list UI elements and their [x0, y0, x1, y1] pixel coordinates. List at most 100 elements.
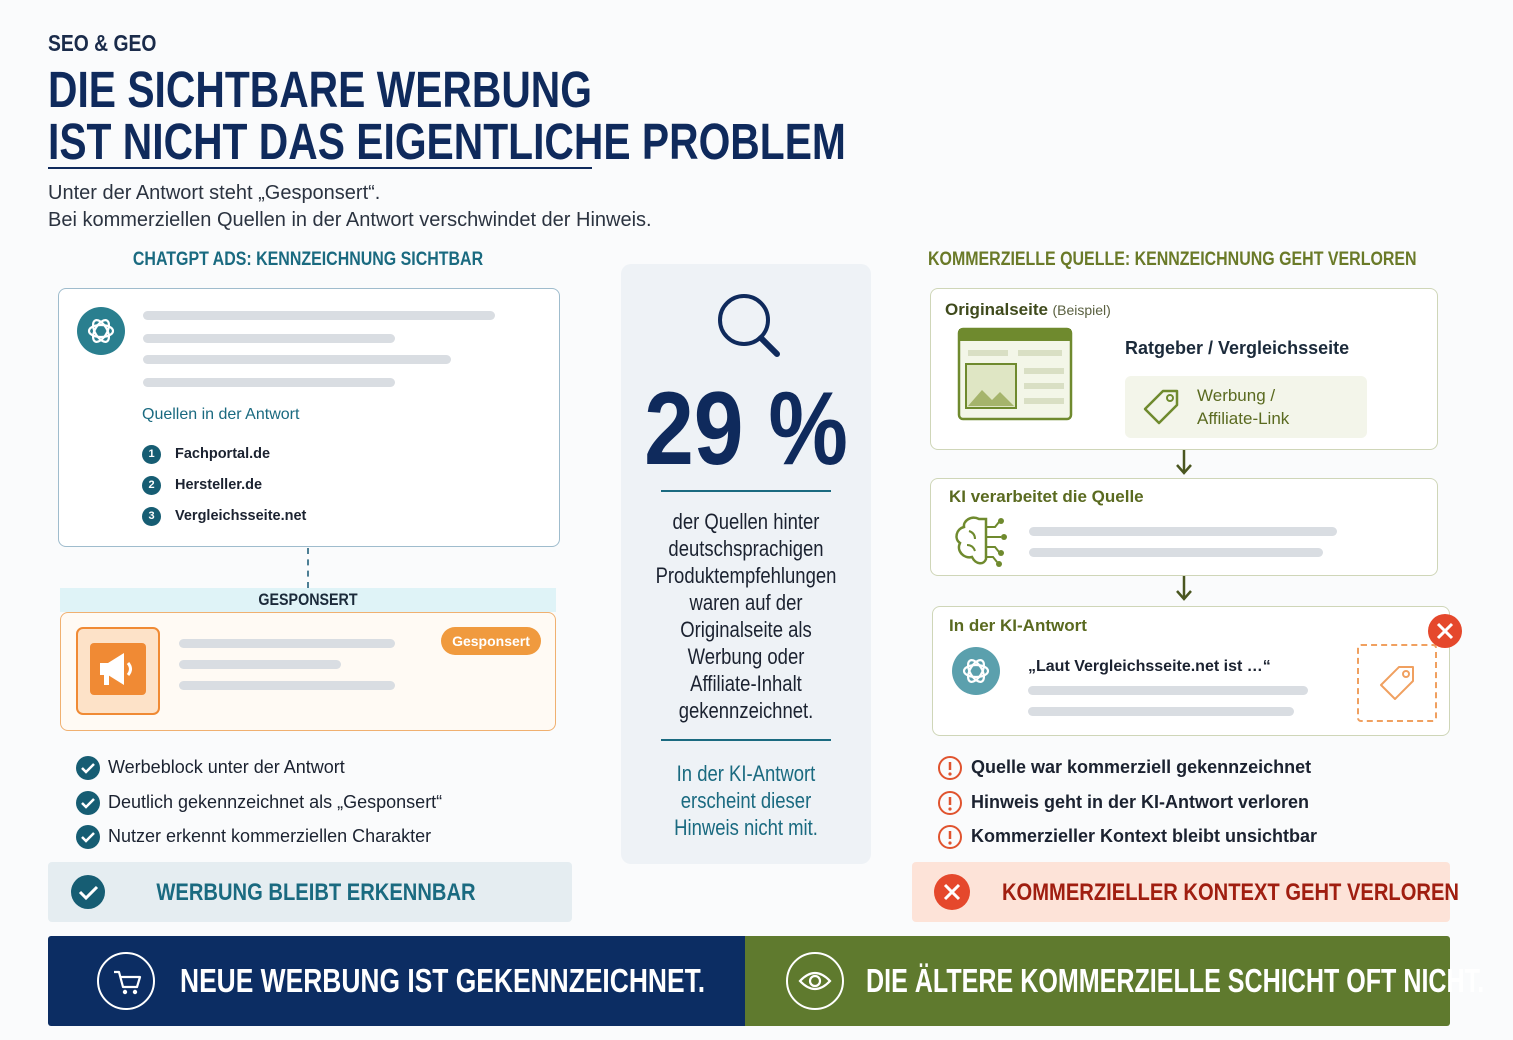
arrow: [1176, 576, 1192, 601]
chatgpt-logo: [952, 647, 1000, 695]
sponsored-strip: [60, 588, 556, 612]
tag-line: Werbung /: [1197, 386, 1276, 405]
original-card: Originalseite (Beispiel) Ratgeber / Verg…: [930, 288, 1438, 450]
check-text: Nutzer erkennt kommerziellen Charakter: [108, 826, 432, 846]
source-number: 3: [142, 506, 161, 526]
right-heading: KOMMERZIELLE QUELLE: KENNZEICHNUNG GEHT …: [928, 249, 1510, 271]
stat-description: der Quellen hinter deutschsprachigen Pro…: [621, 508, 871, 724]
stat-value: 29 %: [644, 371, 848, 487]
tag-line: Affiliate-Link: [1197, 409, 1290, 428]
warning-item: Quelle war kommerziell gekennzeichnet: [938, 750, 1317, 785]
left-result-text: WERBUNG BLEIBT ERKENNBAR: [156, 879, 476, 906]
answer-title: In der KI-Antwort: [949, 616, 1087, 635]
title-underline: [48, 167, 592, 169]
check-icon: [76, 790, 100, 815]
footer-right: DIE ÄLTERE KOMMERZIELLE SCHICHT OFT NICH…: [745, 936, 1484, 1026]
source-item: 2 Hersteller.de: [142, 470, 306, 501]
original-title-text: Originalseite: [945, 300, 1048, 319]
tag-icon: [1380, 666, 1414, 700]
title: DIE SICHTBARE WERBUNG IST NICHT DAS EIGE…: [48, 64, 1045, 168]
stat-panel: 29 % der Quellen hinter deutschsprachige…: [621, 264, 871, 864]
error-icon: [934, 874, 970, 910]
description-line: deutschsprachigen: [668, 536, 824, 561]
source-list: 1 Fachportal.de 2 Hersteller.de 3 Vergleich…: [142, 439, 306, 532]
kicker-text: SEO & GEO: [48, 30, 157, 56]
error-icon: [1428, 614, 1462, 648]
check-text: Deutlich gekennzeichnet als „Gesponsert“: [108, 791, 443, 812]
source-number: 1: [142, 444, 161, 464]
divider: [661, 739, 831, 741]
ad-card: Gesponsert: [60, 612, 556, 731]
check-item: Werbeblock unter der Antwort: [76, 750, 442, 785]
subtitle: Unter der Antwort steht „Gesponsert“. Be…: [48, 180, 652, 234]
source-item: 3 Vergleichsseite.net: [142, 501, 306, 532]
warning-icon: [938, 756, 962, 781]
footer-left-text: NEUE WERBUNG IST GEKENNZEICHNET.: [180, 962, 706, 999]
right-result: KOMMERZIELLER KONTEXT GEHT VERLOREN: [912, 862, 1459, 922]
megaphone-icon: [76, 627, 160, 715]
left-heading-text: CHATGPT ADS: KENNZEICHNUNG SICHTBAR: [132, 249, 484, 270]
tag-box: Werbung / Affiliate-Link: [1125, 376, 1367, 438]
left-result: WERBUNG BLEIBT ERKENNBAR: [48, 862, 572, 922]
check-item: Nutzer erkennt kommerziellen Charakter: [76, 819, 442, 854]
note-line: In der KI-Antwort: [676, 761, 816, 786]
check-icon: [71, 875, 105, 909]
source-name: Vergleichsseite.net: [175, 508, 307, 524]
description-line: Affiliate-Inhalt: [690, 671, 802, 696]
source-number: 2: [142, 475, 161, 495]
subtitle-line: Unter der Antwort steht „Gesponsert“.: [48, 182, 381, 204]
sources-label: Quellen in der Antwort: [142, 406, 300, 423]
sponsored-label-text: GESPONSERT: [258, 590, 358, 609]
title-line: DIE SICHTBARE WERBUNG: [48, 61, 593, 118]
check-icon: [76, 756, 100, 781]
warning-text: Hinweis geht in der KI-Antwort verloren: [971, 791, 1310, 812]
description-line: der Quellen hinter: [672, 509, 820, 534]
note-line: erscheint dieser: [680, 788, 812, 813]
processing-title: KI verarbeitet die Quelle: [949, 487, 1144, 506]
description-line: Werbung oder: [687, 644, 805, 669]
divider: [661, 490, 831, 492]
arrow: [1176, 450, 1192, 475]
subtitle-line: Bei kommerziellen Quellen in der Antwort…: [48, 209, 652, 231]
warning-item: Hinweis geht in der KI-Antwort verloren: [938, 785, 1317, 820]
left-heading: CHATGPT ADS: KENNZEICHNUNG SICHTBAR: [58, 249, 558, 271]
brain-icon: [955, 516, 1007, 567]
original-title: Originalseite (Beispiel): [945, 300, 1111, 320]
description-line: Originalseite als: [680, 617, 812, 642]
webpage-icon: [957, 327, 1073, 421]
answer-quote: „Laut Vergleichsseite.net ist …“: [1028, 658, 1271, 675]
magnifier-icon: [718, 294, 780, 357]
check-list: Werbeblock unter der Antwort Deutlich ge…: [76, 750, 442, 854]
footer-right-text: DIE ÄLTERE KOMMERZIELLE SCHICHT OFT NICH…: [866, 962, 1485, 999]
stat-note: In der KI-Antwort erscheint dieser Hinwe…: [621, 760, 871, 841]
description-line: Produktempfehlungen: [655, 563, 837, 588]
source-name: Hersteller.de: [175, 477, 263, 493]
title-line: IST NICHT DAS EIGENTLICHE PROBLEM: [48, 113, 846, 170]
processing-card: KI verarbeitet die Quelle: [930, 478, 1438, 576]
sponsored-badge: Gesponsert: [441, 627, 541, 655]
missing-tag: [1357, 644, 1437, 722]
source-name: Fachportal.de: [175, 446, 271, 462]
check-icon: [76, 825, 100, 850]
warning-icon: [938, 825, 962, 850]
check-text: Werbeblock unter der Antwort: [108, 757, 345, 777]
note-line: Hinweis nicht mit.: [674, 815, 818, 840]
warning-icon: [938, 790, 962, 815]
original-page: Ratgeber / Vergleichsseite: [1125, 338, 1350, 358]
eye-icon: [786, 952, 844, 1010]
tag-icon: [1143, 389, 1179, 425]
answer-card: In der KI-Antwort „Laut Vergleichsseite.…: [932, 606, 1462, 736]
source-item: 1 Fachportal.de: [142, 439, 306, 470]
tag-label: Werbung / Affiliate-Link: [1197, 384, 1289, 430]
original-hint: (Beispiel): [1052, 302, 1111, 318]
chatgpt-logo: [77, 307, 125, 355]
connector: [307, 548, 309, 588]
check-item: Deutlich gekennzeichnet als „Gesponsert“: [76, 785, 442, 820]
description-line: gekennzeichnet.: [678, 698, 814, 723]
right-result-text: KOMMERZIELLER KONTEXT GEHT VERLOREN: [1002, 879, 1459, 906]
kicker: SEO & GEO: [48, 30, 177, 57]
warning-text: Quelle war kommerziell gekennzeichnet: [971, 757, 1312, 777]
